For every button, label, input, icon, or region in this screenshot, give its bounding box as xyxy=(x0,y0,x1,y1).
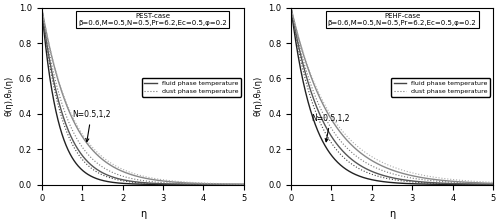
Text: PEST-case
β=0.6,M=0.5,N=0.5,Pr=6.2,Ec=0.5,φ=0.2: PEST-case β=0.6,M=0.5,N=0.5,Pr=6.2,Ec=0.… xyxy=(78,13,228,26)
Legend: fluid phase temperature, dust phase temperature: fluid phase temperature, dust phase temp… xyxy=(142,78,241,97)
Legend: fluid phase temperature, dust phase temperature: fluid phase temperature, dust phase temp… xyxy=(391,78,490,97)
Text: N=0.5,1,2: N=0.5,1,2 xyxy=(72,110,110,142)
Y-axis label: θ(η),θₚ(η): θ(η),θₚ(η) xyxy=(254,76,262,116)
X-axis label: η: η xyxy=(140,209,146,219)
Text: N=0.5,1,2: N=0.5,1,2 xyxy=(311,114,350,142)
X-axis label: η: η xyxy=(389,209,395,219)
Y-axis label: θ(η),θₚ(η): θ(η),θₚ(η) xyxy=(4,76,13,116)
Text: PEHF-case
β=0.6,M=0.5,N=0.5,Pr=6.2,Ec=0.5,φ=0.2: PEHF-case β=0.6,M=0.5,N=0.5,Pr=6.2,Ec=0.… xyxy=(328,13,476,26)
